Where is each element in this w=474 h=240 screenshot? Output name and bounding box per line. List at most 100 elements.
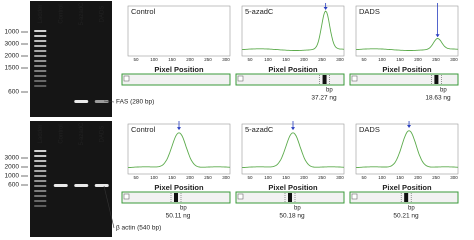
gel-image — [30, 1, 112, 117]
x-tick-label: 50 — [133, 175, 139, 180]
ladder-band — [34, 165, 47, 167]
ladder-band — [34, 185, 47, 187]
marker-label: 1500 — [5, 65, 20, 72]
x-tick-label: 100 — [150, 175, 158, 180]
x-tick-label: 50 — [133, 57, 139, 62]
marker-label: 1000 — [5, 29, 20, 36]
ladder-band — [34, 30, 47, 32]
peak-arrowhead — [407, 125, 412, 128]
x-tick-label: 200 — [186, 57, 194, 62]
lane-label: Ladder — [38, 5, 44, 24]
ladder-band — [34, 160, 47, 162]
sample-band — [74, 184, 89, 187]
ladder-band — [34, 85, 47, 87]
x-tick-label: 150 — [168, 175, 176, 180]
x-tick-label: 100 — [264, 175, 272, 180]
lane-label: 5-azadC — [79, 2, 85, 25]
strip-icon — [351, 75, 358, 82]
x-tick-label: 250 — [432, 175, 440, 180]
sample-band — [74, 100, 89, 103]
x-tick-label: 200 — [414, 175, 422, 180]
axis-label: Pixel Position — [154, 183, 204, 192]
x-tick-label: 150 — [396, 57, 404, 62]
x-tick-label: 300 — [336, 57, 344, 62]
panel-title: DADS — [359, 125, 380, 134]
band-label: β actin (540 bp) — [116, 225, 161, 232]
amount-label: 50.18 ng — [279, 213, 305, 220]
x-tick-label: 100 — [150, 57, 158, 62]
marker-label: 2000 — [5, 164, 20, 171]
ladder-band — [34, 175, 47, 177]
lane-label: Ladder — [38, 125, 44, 144]
ladder-band — [34, 55, 47, 57]
lane-strip — [235, 73, 345, 86]
ladder-band — [34, 150, 47, 152]
marker-label: 2000 — [5, 53, 20, 60]
x-tick-label: 100 — [378, 175, 386, 180]
ladder-band — [34, 70, 47, 72]
marker-label: 1000 — [5, 173, 20, 180]
strip-band — [434, 75, 439, 84]
ladder-band — [34, 75, 47, 77]
x-tick-label: 150 — [396, 175, 404, 180]
x-tick-label: 150 — [168, 57, 176, 62]
panel-title: Control — [131, 7, 156, 16]
peak-arrowhead — [435, 34, 440, 38]
size-label: bp — [294, 206, 301, 212]
lane-strip — [121, 73, 231, 86]
lane-strip — [349, 191, 459, 204]
ladder-band — [34, 205, 47, 207]
ladder-band — [34, 190, 47, 192]
x-tick-label: 200 — [186, 175, 194, 180]
panel-title: 5-azadC — [245, 7, 274, 16]
x-tick-label: 200 — [414, 57, 422, 62]
band-pointer — [103, 100, 115, 103]
x-tick-label: 300 — [450, 57, 458, 62]
ladder-band — [34, 65, 47, 67]
ladder-band — [34, 195, 47, 197]
lane-label: 5-azadC — [79, 122, 85, 145]
amount-label: 50.11 ng — [166, 213, 191, 220]
sample-band — [53, 184, 68, 187]
ladder-band — [34, 155, 47, 157]
lane-label: Control — [58, 4, 64, 23]
x-tick-label: 50 — [247, 57, 253, 62]
x-tick-label: 100 — [264, 57, 272, 62]
ladder-band — [34, 50, 47, 52]
strip-icon — [123, 193, 130, 200]
amount-label: 50.21 ng — [393, 213, 419, 220]
ladder-band — [34, 45, 47, 47]
x-tick-label: 200 — [300, 175, 308, 180]
strip-band — [288, 193, 292, 202]
x-tick-label: 300 — [222, 57, 230, 62]
trace — [242, 10, 345, 51]
size-label: bp — [440, 88, 447, 94]
amount-label: 18.63 ng — [425, 95, 451, 102]
x-tick-label: 150 — [282, 175, 290, 180]
x-tick-label: 250 — [318, 57, 326, 62]
marker-label: 600 — [8, 182, 19, 189]
amount-label: 37.27 ng — [311, 95, 337, 102]
plot-frame — [355, 5, 459, 57]
x-tick-label: 50 — [361, 175, 367, 180]
x-tick-label: 300 — [222, 175, 230, 180]
panel-title: DADS — [359, 7, 380, 16]
axis-label: Pixel Position — [382, 65, 432, 74]
x-tick-label: 300 — [450, 175, 458, 180]
ladder-band — [34, 40, 47, 42]
peak-arrowhead — [291, 127, 295, 131]
ladder-band — [34, 200, 47, 202]
band-label: FAS (280 bp) — [116, 99, 154, 106]
peak-arrowhead — [177, 127, 181, 131]
strip-band — [322, 75, 327, 84]
trace — [356, 38, 459, 51]
x-tick-label: 300 — [336, 175, 344, 180]
strip-icon — [237, 75, 244, 82]
strip-icon — [351, 193, 358, 200]
ladder-band — [34, 170, 47, 172]
x-tick-label: 250 — [318, 175, 326, 180]
sample-band — [94, 184, 109, 187]
lane-label: DADS — [99, 126, 105, 143]
axis-label: Pixel Position — [154, 65, 204, 74]
ladder-band — [34, 80, 47, 82]
